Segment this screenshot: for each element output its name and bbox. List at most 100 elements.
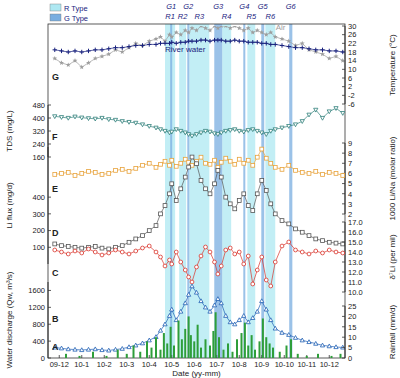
point [293,336,297,340]
axis-title: Water discharge (Qw, m³/s) [5,271,14,368]
y-tick [342,306,345,307]
point [219,160,223,164]
x-tick-label: 10-1 [74,360,89,369]
point [224,195,228,199]
point [120,49,125,54]
event-band [189,24,209,358]
point [66,171,70,175]
point [251,316,255,320]
y-tick [48,197,51,198]
data [53,107,345,138]
panel-letter: B [52,314,59,324]
point [242,192,246,196]
y-tick-label: 5 [348,343,352,352]
y-tick [342,69,345,70]
y-tick [48,105,51,106]
axis-title: TDS (mg/L) [5,110,14,152]
point [341,251,345,255]
bar [163,333,165,358]
x-tick [104,355,105,358]
point [53,173,57,177]
point [224,39,228,43]
point [246,129,250,133]
point [73,347,77,351]
y-tick [48,131,51,132]
point [154,224,158,228]
point [280,36,285,41]
point [233,207,237,211]
point [287,125,291,129]
point [300,41,305,46]
point [154,165,158,169]
bar [117,350,119,358]
point [327,110,331,114]
y-tick-label: 26 [348,30,356,39]
point [179,260,183,264]
axis-title: 1000 Li/Na (molar ratio) [388,136,397,220]
point [158,34,163,39]
x-tick [59,355,60,358]
point [321,251,325,255]
point [264,41,268,45]
y-tick [48,324,51,325]
point [86,117,90,121]
y-tick-label: 320 [32,127,45,136]
y-tick [342,183,345,184]
point [320,52,325,57]
y-tick [342,358,345,359]
y-tick [48,358,51,359]
bar [181,339,183,358]
point [163,264,167,268]
chart: R1R2R3R4R5R6G1G2G3G4G5G6R TypeG Type-6-2… [0,0,400,378]
point [183,301,187,305]
point [219,264,223,268]
point [53,48,57,52]
x-tick-label: 10-11 [297,360,316,369]
point [100,54,105,59]
point [287,240,291,244]
point [120,347,124,351]
panel-letter: C [52,268,59,278]
point [242,314,246,318]
point [212,303,216,307]
x-tick-label: 10-3 [119,360,134,369]
y-axis-line [345,222,346,292]
y-tick-label: 16.0 [348,228,363,237]
bar [236,339,238,358]
point [80,116,84,120]
bar [146,341,148,358]
point [80,251,84,255]
legend-label: G Type [64,14,88,23]
x-tick-label: 10-12 [320,360,339,369]
x-tick [149,355,150,358]
point [170,182,174,186]
bar [262,318,264,358]
y-tick-label: 13.0 [348,258,363,267]
point [73,245,77,249]
point [79,65,84,70]
legend: R TypeG Type [50,4,88,23]
point [174,128,178,132]
panel-A: 0510152025Rainfall (mm/d)09-1210-110-210… [50,302,397,378]
bar [297,354,299,358]
band-label: G6 [286,2,297,11]
bar [205,339,207,358]
point [163,129,167,133]
point [269,284,273,288]
y-tick [48,118,51,119]
y-tick-label: 30 [348,22,356,31]
point [174,164,178,168]
point [194,28,199,33]
point [154,42,158,46]
bar [178,321,180,358]
bar [279,352,281,358]
series-label: Air [276,23,286,32]
y-tick [342,78,345,79]
y-tick [342,232,345,233]
y-tick-label: 4 [348,190,352,199]
x-tick-label: 10-5 [164,360,179,369]
point [167,314,171,318]
point [60,172,64,176]
point [208,162,212,166]
panel-B: 040080012001600Water discharge (Qw, m³/s… [5,271,345,368]
